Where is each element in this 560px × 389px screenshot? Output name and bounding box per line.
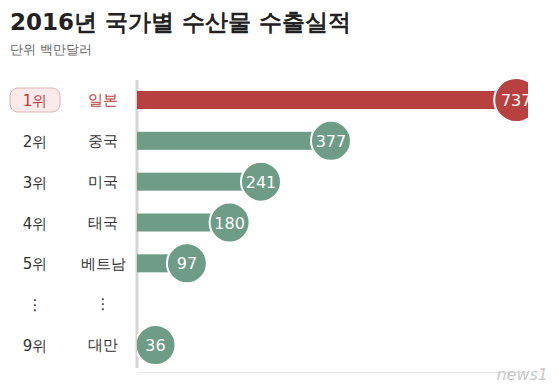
subtitle: 단위 백만달러 [10,42,92,57]
bar-end [210,203,250,243]
y-tick: 태국 [88,214,123,232]
data-label: 377 [316,132,347,151]
data-label: 180 [214,214,245,233]
y-axis: 일본중국미국태국베트남 ⋮ 대만 [81,91,126,354]
y-tick: 일본 [88,91,123,109]
data-label: 241 [246,173,277,192]
data-label: 36 [145,336,165,355]
rank-label: 3위 [23,174,48,192]
category-label: 베트남 [81,255,126,273]
source-logo: news1 [496,365,548,384]
rank-label: 2위 [23,133,48,151]
category-label: 태국 [88,214,118,232]
bar-end [494,78,528,122]
plot [137,78,528,365]
y-tick: 중국 [88,132,123,150]
rank-label: ⋮ [28,296,43,314]
bar-end [241,162,281,202]
rank-label: 9위 [23,337,48,355]
data-label: 737 [501,91,532,110]
category-label: ⋮ [96,295,111,313]
rank-label: 5위 [23,255,48,273]
x-axis [138,372,529,373]
data-label: 97 [177,254,197,273]
rank-label: 4위 [23,215,48,233]
y-tick: 미국 [88,173,123,191]
bar-end [167,243,207,283]
x-axis-line [138,372,529,373]
category-label: 일본 [88,91,118,109]
rank-labels: 1위 2위 3위 4위 5위 ⋮ 9위 [23,92,48,355]
category-label: 미국 [88,173,118,191]
y-tick: 베트남 [81,255,126,273]
bar-end [311,121,351,161]
category-label: 중국 [88,132,118,150]
category-label: 대만 [88,336,118,354]
chart: 2016년 국가별 수산물 수출실적단위 백만달러 1위 2위 3위 4위 5위 ⋮ 9위 일본… [0,0,560,389]
rank-highlight [10,88,60,112]
bar [137,91,516,109]
y-tick: ⋮ [96,295,124,313]
y-tick: 대만 [88,336,123,354]
annotations: news1 [496,365,548,384]
rank-label: 1위 [23,92,48,110]
data-labels: 737 377 241 180 97 36 [145,91,531,355]
bar [137,132,331,150]
bar-end [137,325,176,365]
title: 2016년 국가별 수산물 수출실적 [10,9,351,35]
